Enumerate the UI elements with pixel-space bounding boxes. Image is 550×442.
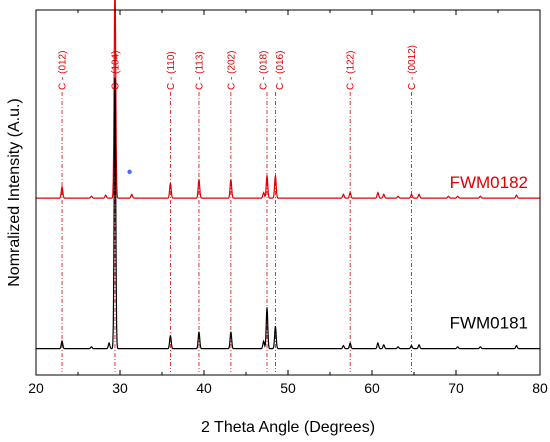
x-tick-label: 70: [448, 380, 464, 396]
peak-label: C - (110): [166, 51, 177, 90]
peak-label: C - (0012): [407, 45, 418, 90]
series-label: FWM0181: [450, 314, 528, 333]
x-axis-ticks: 20 30 40 50 60 70 80: [28, 10, 548, 396]
x-tick-label: 80: [532, 380, 548, 396]
x-tick-label: 40: [196, 380, 212, 396]
series-line-fwm0181: [36, 77, 540, 350]
x-tick-label: 20: [28, 380, 44, 396]
peak-label: C - (202): [226, 51, 237, 90]
x-tick-label: 30: [112, 380, 128, 396]
x-axis-title: 2 Theta Angle (Degrees): [201, 419, 375, 436]
y-axis-title: Nomralized Intensity (A.u.): [6, 98, 23, 287]
peak-label: C - (104): [110, 51, 121, 90]
series-line-fwm0182: [36, 0, 540, 199]
impurity-marker: [127, 169, 132, 175]
x-tick-label: 60: [364, 380, 380, 396]
peak-label: C - (113): [194, 51, 205, 90]
x-tick-label: 50: [280, 380, 296, 396]
series-label: FWM0182: [450, 173, 528, 192]
marker-layer: [127, 169, 132, 175]
peak-label: C - (018): [259, 51, 270, 90]
peak-label: C - (012): [58, 51, 69, 90]
series-labels: C - (012) C - (104) C - (110) C - (113) C - …: [58, 45, 528, 333]
series-layer: [36, 0, 540, 350]
peak-label: C - (122): [346, 51, 357, 90]
peak-label: C - (016): [275, 51, 286, 90]
